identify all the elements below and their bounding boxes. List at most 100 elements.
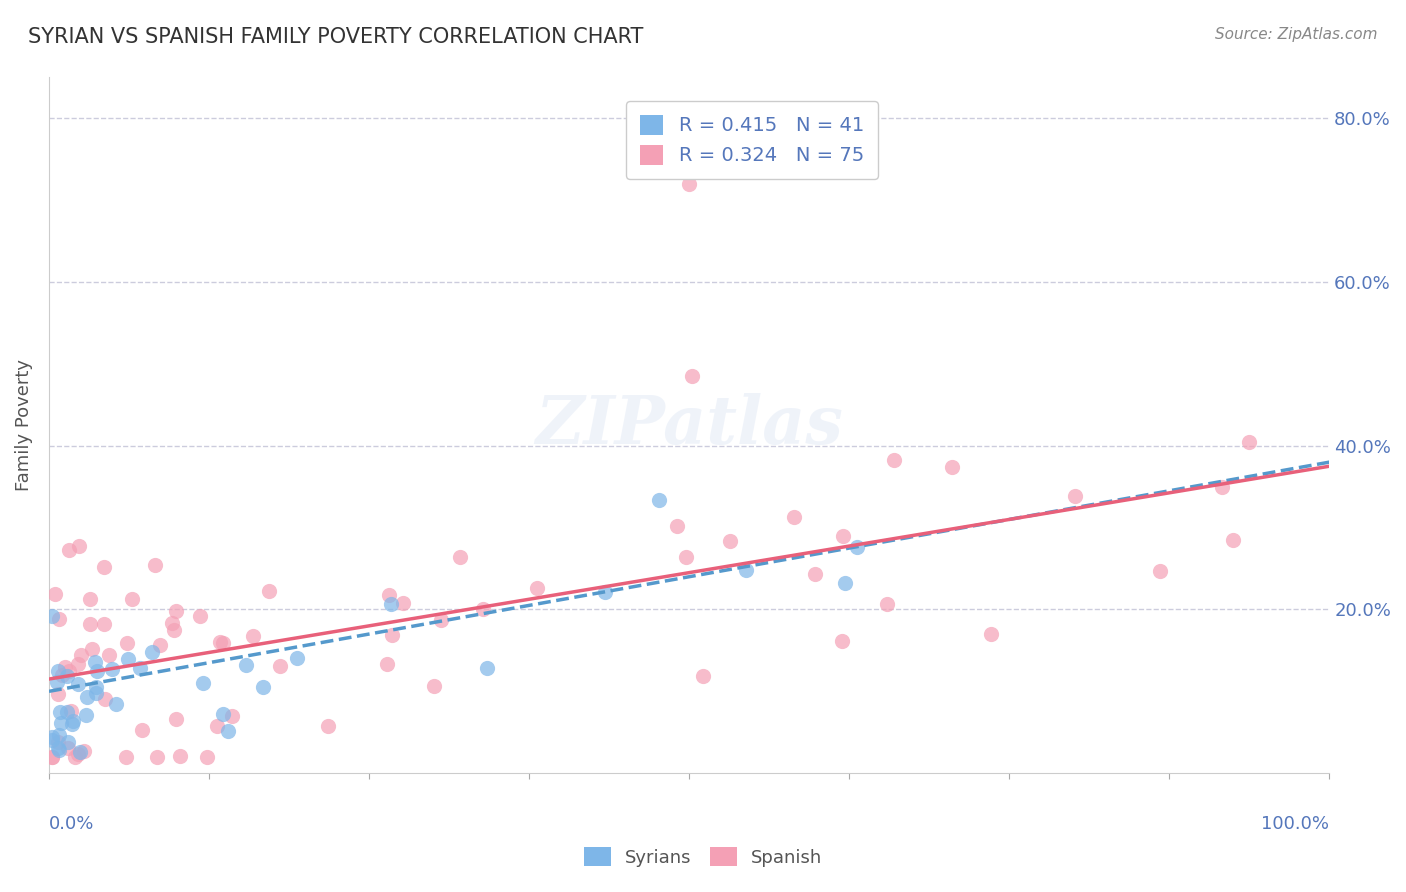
Point xyxy=(48,612,70,626)
Point xyxy=(1222,533,1244,547)
Point xyxy=(86,664,108,678)
Point xyxy=(665,519,688,533)
Point xyxy=(449,549,471,564)
Point xyxy=(53,659,76,673)
Point xyxy=(66,747,89,761)
Text: Source: ZipAtlas.com: Source: ZipAtlas.com xyxy=(1215,27,1378,42)
Point xyxy=(162,616,184,631)
Point xyxy=(84,655,107,669)
Point xyxy=(718,533,741,548)
Point xyxy=(58,543,80,558)
Point xyxy=(163,624,186,638)
Point xyxy=(46,740,69,755)
Point xyxy=(84,681,107,695)
Point xyxy=(195,749,218,764)
Point xyxy=(69,648,91,663)
Point xyxy=(980,627,1002,641)
Point xyxy=(76,690,98,705)
Point xyxy=(117,652,139,666)
Point xyxy=(44,587,66,601)
Point xyxy=(121,591,143,606)
Point xyxy=(145,558,167,573)
Point xyxy=(59,704,82,718)
Point xyxy=(252,680,274,694)
Point xyxy=(46,735,69,749)
Point xyxy=(675,549,697,564)
Point xyxy=(51,716,73,731)
Point xyxy=(846,540,869,554)
Point xyxy=(46,687,69,701)
Point xyxy=(375,657,398,671)
Point xyxy=(41,749,63,764)
Point xyxy=(75,708,97,723)
Point xyxy=(475,661,498,675)
Point xyxy=(205,719,228,733)
Text: SYRIAN VS SPANISH FAMILY POVERTY CORRELATION CHART: SYRIAN VS SPANISH FAMILY POVERTY CORRELA… xyxy=(28,27,644,46)
Point xyxy=(381,628,404,642)
Point xyxy=(141,645,163,659)
Point xyxy=(941,459,963,474)
Point xyxy=(526,581,548,595)
Point xyxy=(593,584,616,599)
Point xyxy=(62,714,84,729)
Point xyxy=(471,602,494,616)
Legend: R = 0.415   N = 41, R = 0.324   N = 75: R = 0.415 N = 41, R = 0.324 N = 75 xyxy=(627,101,877,179)
Point xyxy=(1237,434,1260,449)
Point xyxy=(783,509,806,524)
Point xyxy=(41,730,63,744)
Point xyxy=(242,629,264,643)
Point xyxy=(648,492,671,507)
Point xyxy=(269,659,291,673)
Point xyxy=(41,749,63,764)
Point xyxy=(212,636,235,650)
Point xyxy=(1064,489,1087,503)
Point xyxy=(190,608,212,623)
Point xyxy=(58,741,80,756)
Point xyxy=(235,658,257,673)
Point xyxy=(146,749,169,764)
Point xyxy=(49,705,72,719)
Point xyxy=(1149,565,1171,579)
Point xyxy=(79,617,101,632)
Point xyxy=(804,566,827,581)
Point xyxy=(169,748,191,763)
Y-axis label: Family Poverty: Family Poverty xyxy=(15,359,32,491)
Point xyxy=(681,368,703,383)
Point xyxy=(45,674,67,689)
Point xyxy=(876,597,898,611)
Point xyxy=(60,717,83,731)
Point xyxy=(66,677,89,691)
Point xyxy=(211,706,233,721)
Point xyxy=(380,597,402,611)
Point xyxy=(129,661,152,675)
Text: 100.0%: 100.0% xyxy=(1261,815,1329,833)
Point xyxy=(316,718,339,732)
Point xyxy=(51,668,73,682)
Point xyxy=(285,651,308,665)
Point xyxy=(41,609,63,624)
Point xyxy=(94,692,117,706)
Point xyxy=(678,177,700,191)
Point xyxy=(1211,480,1233,494)
Point xyxy=(832,529,855,543)
Text: ZIPatlas: ZIPatlas xyxy=(536,392,844,458)
Point xyxy=(149,638,172,652)
Point xyxy=(55,669,77,683)
Point xyxy=(41,733,63,747)
Point xyxy=(735,563,758,577)
Point xyxy=(115,749,138,764)
Point xyxy=(831,634,853,648)
Point xyxy=(84,686,107,700)
Point xyxy=(67,657,90,672)
Point xyxy=(65,749,87,764)
Point xyxy=(423,679,446,693)
Point xyxy=(115,635,138,649)
Point xyxy=(217,723,239,738)
Point xyxy=(56,735,79,749)
Point xyxy=(883,453,905,467)
Point xyxy=(67,539,90,553)
Point xyxy=(46,664,69,678)
Point xyxy=(101,662,124,676)
Point xyxy=(73,744,96,758)
Point xyxy=(93,560,115,574)
